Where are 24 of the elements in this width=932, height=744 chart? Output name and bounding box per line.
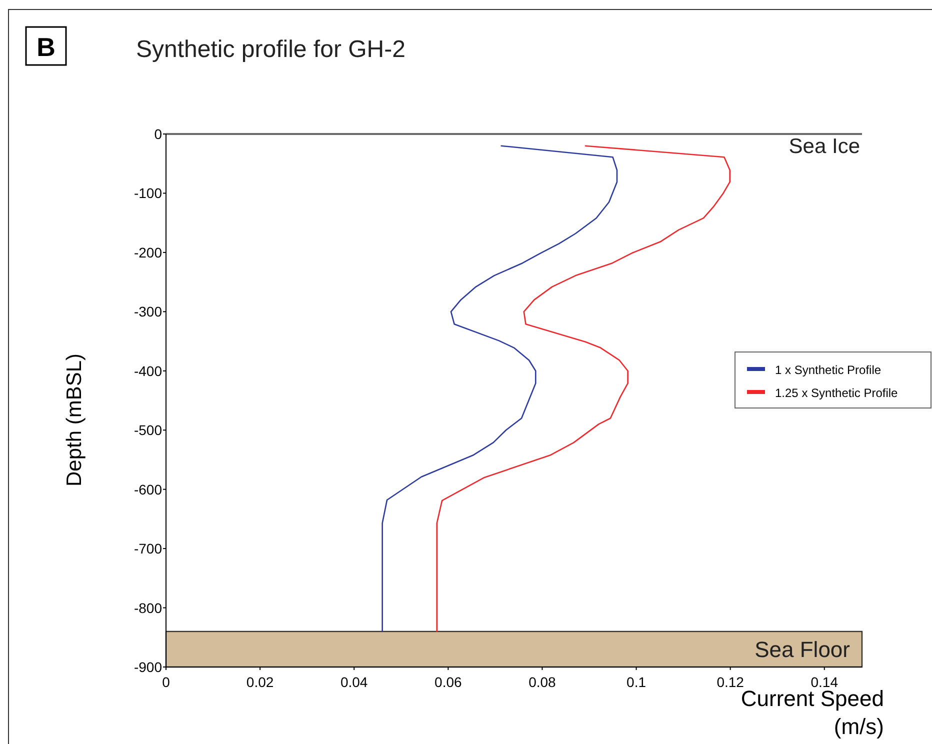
- band-label: Sea Floor: [754, 637, 850, 662]
- x-tick-label: 0.08: [528, 674, 556, 690]
- y-tick-label: -700: [134, 540, 162, 557]
- chart-title: Synthetic profile for GH-2: [136, 36, 406, 63]
- y-tick-label: -100: [134, 185, 162, 202]
- y-tick-label: 0: [154, 126, 162, 142]
- x-tick-label: 0.1: [626, 674, 646, 690]
- line-series: [436, 145, 731, 632]
- y-tick-label: -900: [134, 659, 162, 675]
- x-tick-label: 0.02: [246, 674, 274, 690]
- y-tick-label: -600: [134, 481, 162, 498]
- y-tick-label: -300: [134, 304, 162, 320]
- line-series: [382, 145, 618, 632]
- legend-label: 1.25 x Synthetic Profile: [775, 386, 898, 400]
- text: B: [36, 32, 56, 62]
- y-axis-title: Depth (mBSL): [63, 353, 86, 487]
- x-tick-label: 0.06: [434, 674, 462, 690]
- x-tick-label: 0.04: [340, 674, 368, 690]
- y-tick-label: -800: [134, 600, 162, 616]
- y-tick-label: -400: [134, 362, 162, 379]
- ref-line-label: Sea Ice: [788, 135, 860, 158]
- legend-label: 1 x Synthetic Profile: [775, 363, 882, 377]
- y-tick-label: -500: [134, 422, 162, 438]
- y-tick-label: -200: [134, 244, 162, 260]
